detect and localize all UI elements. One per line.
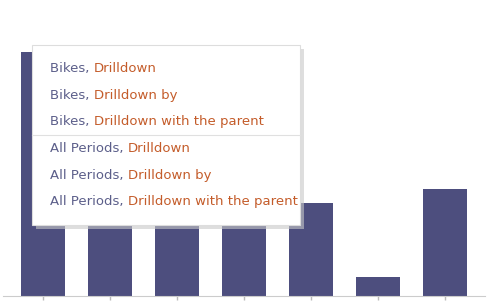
Text: All Periods,: All Periods,	[50, 195, 128, 208]
Bar	[289, 203, 333, 296]
Bar	[222, 137, 266, 296]
Bar	[88, 137, 132, 296]
Text: Bikes,: Bikes,	[50, 62, 94, 75]
Bar	[155, 137, 199, 296]
Text: Drilldown with the parent: Drilldown with the parent	[94, 115, 264, 128]
Text: Bikes,: Bikes,	[50, 88, 94, 102]
Bar	[356, 277, 400, 296]
Text: Drilldown by: Drilldown by	[128, 168, 211, 181]
Text: Drilldown: Drilldown	[94, 62, 157, 75]
Text: Drilldown: Drilldown	[128, 142, 191, 155]
Text: Bikes,: Bikes,	[50, 115, 94, 128]
Bar	[21, 52, 65, 296]
Text: Drilldown with the parent: Drilldown with the parent	[128, 195, 298, 208]
Text: All Periods,: All Periods,	[50, 168, 128, 181]
Bar	[423, 188, 467, 296]
Text: All Periods,: All Periods,	[50, 142, 128, 155]
Text: Drilldown by: Drilldown by	[94, 88, 177, 102]
